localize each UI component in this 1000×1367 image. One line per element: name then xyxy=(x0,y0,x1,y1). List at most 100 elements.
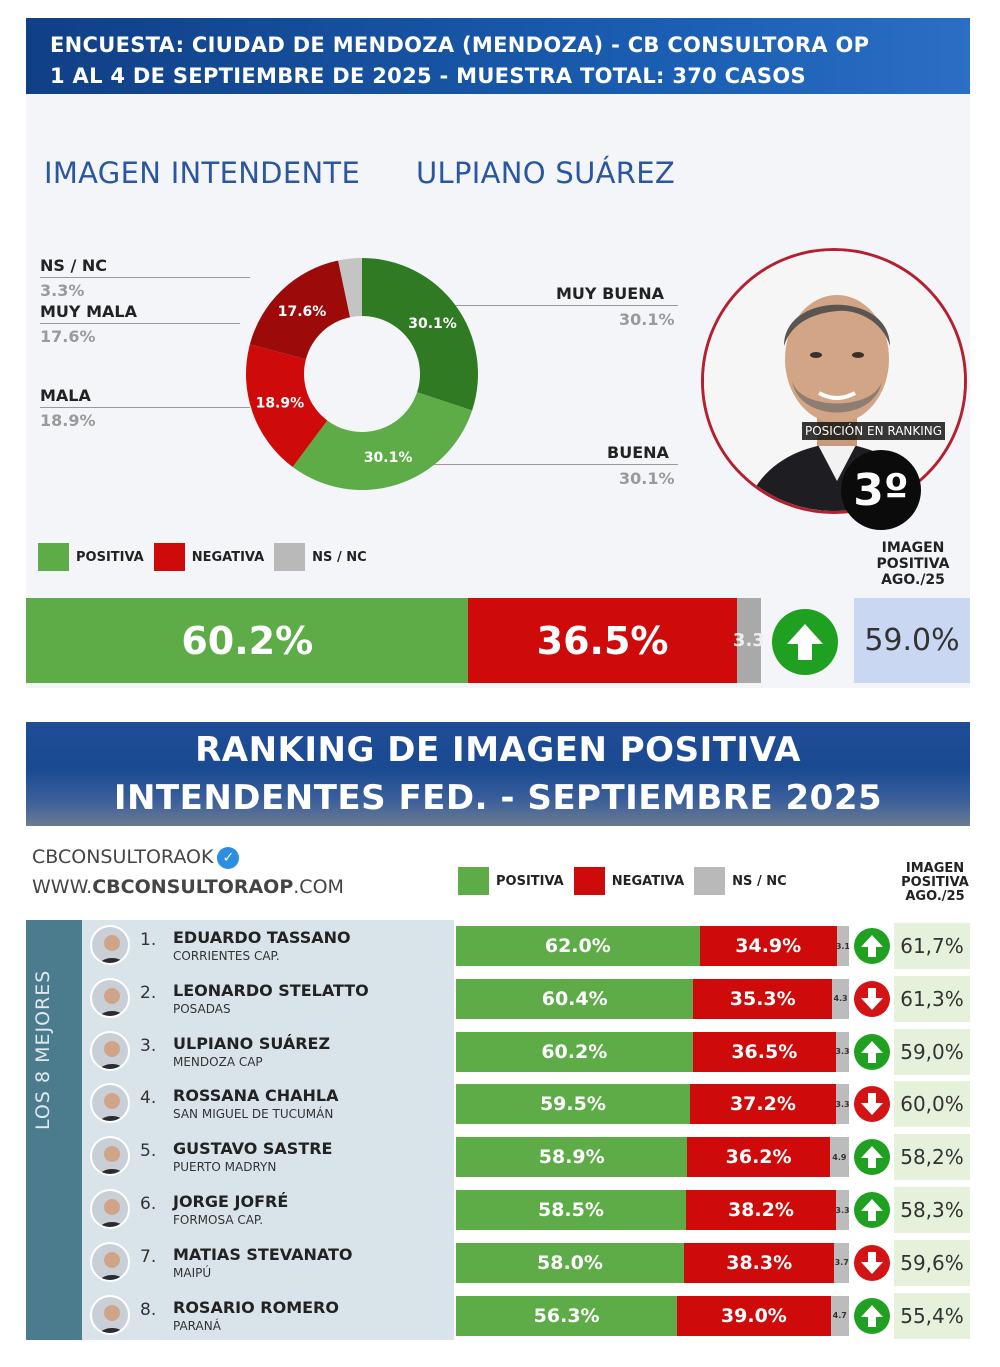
bar-nsnc: 3.7 xyxy=(834,1242,849,1283)
donut-label-mala: 18.9% xyxy=(256,396,305,412)
image-bar: 56.3% 39.0% 4.7 xyxy=(456,1295,849,1336)
donut-label-buena: 30.1% xyxy=(364,450,413,466)
previous-positive-value: 58,2% xyxy=(894,1134,970,1181)
overall-positive-segment: 60.2% xyxy=(26,598,469,683)
previous-header-line2: POSITIVA xyxy=(876,556,950,572)
ranking-title-line1: RANKING DE IMAGEN POSITIVA xyxy=(195,730,801,770)
legend-ranking-negative-swatch xyxy=(573,867,605,895)
overall-image-bar: 60.2% 36.5% 3.3 xyxy=(26,598,765,683)
previous-positive-value: 59,0% xyxy=(894,1028,970,1075)
mayor-name: LEONARDO STELATTO xyxy=(173,980,369,1000)
image-bar: 58.0% 38.3% 3.7 xyxy=(456,1242,849,1283)
legend-top: POSITIVA NEGATIVA NS / NC xyxy=(38,543,377,571)
image-bar: 59.5% 37.2% 3.3 xyxy=(456,1084,849,1125)
donut-slice-buena xyxy=(292,392,473,491)
brand-handle-text: CBCONSULTORAOK xyxy=(32,846,214,868)
bar-nsnc: 4.3 xyxy=(832,978,849,1019)
top8-side-label: LOS 8 MEJORES xyxy=(26,920,82,1340)
bar-nsnc: 3.3 xyxy=(836,1190,849,1230)
mayor-avatar xyxy=(90,1189,130,1229)
leader-buena xyxy=(396,464,678,465)
image-bar: 60.2% 36.5% 3.3 xyxy=(456,1031,849,1072)
ranking-number: 3. xyxy=(140,1035,157,1056)
mayor-city: PARANÁ xyxy=(173,1318,221,1333)
image-donut-chart: 30.1% 30.1% 18.9% 17.6% xyxy=(246,258,478,491)
bar-negative: 35.3% xyxy=(693,978,833,1019)
bar-positive: 58.0% xyxy=(456,1242,684,1283)
ranking-number: 6. xyxy=(140,1194,157,1214)
bar-negative: 39.0% xyxy=(677,1295,831,1336)
image-bar: 62.0% 34.9% 3.1 xyxy=(456,926,849,966)
mayor-name: MATIAS STEVANATO xyxy=(173,1244,353,1264)
label-nsnc: NS / NC xyxy=(40,256,108,275)
trend-down-icon xyxy=(854,1086,890,1123)
bar-negative: 37.2% xyxy=(689,1084,837,1125)
ranking-panel: RANKING DE IMAGEN POSITIVA INTENDENTES F… xyxy=(26,722,970,1342)
previous-positive-value: 59,6% xyxy=(894,1239,970,1286)
ranking-row: 8. ROSARIO ROMERO PARANÁ 56.3% 39.0% 4.7… xyxy=(82,1290,970,1342)
mayor-city: PUERTO MADRYN xyxy=(173,1160,277,1175)
mayor-avatar xyxy=(90,1083,130,1124)
ranking-title-line2: INTENDENTES FED. - SEPTIEMBRE 2025 xyxy=(113,778,883,818)
label-muy-buena: MUY BUENA xyxy=(556,284,664,303)
legend-negative: NEGATIVA xyxy=(153,543,265,571)
legend-ranking-nsnc-swatch xyxy=(694,867,726,895)
mayor-portrait-illustration xyxy=(704,251,964,511)
donut-slice-muy-mala xyxy=(249,260,351,360)
mayor-avatar xyxy=(90,925,130,965)
trend-up-icon xyxy=(772,609,838,675)
legend-nsnc-label: NS / NC xyxy=(312,549,367,565)
mayor-name: JORGE JOFRÉ xyxy=(173,1192,289,1211)
trend-down-icon xyxy=(854,1244,890,1281)
previous-header-line3: AGO./25 xyxy=(881,572,945,588)
legend-ranking-nsnc: NS / NC xyxy=(694,867,787,895)
overall-nsnc-segment: 3.3 xyxy=(733,598,765,683)
mayor-name: ROSARIO ROMERO xyxy=(173,1297,339,1317)
previous-positive-value: 61,3% xyxy=(894,975,970,1022)
mayor-name: ULPIANO SUÁREZ xyxy=(173,1033,331,1053)
survey-panel: ENCUESTA: CIUDAD DE MENDOZA (MENDOZA) - … xyxy=(26,18,970,688)
brand-website: WWW.CBCONSULTORAOP.COM xyxy=(32,876,344,898)
leader-nsnc xyxy=(40,277,250,278)
donut-label-muy-buena: 30.1% xyxy=(408,316,457,332)
mayor-name: GUSTAVO SASTRE xyxy=(173,1139,333,1159)
ranking-row: 1. EDUARDO TASSANO CORRIENTES CAP. 62.0%… xyxy=(82,920,970,972)
donut-slice-mala xyxy=(246,344,328,467)
bar-positive: 59.5% xyxy=(456,1084,690,1125)
bar-nsnc: 3.1 xyxy=(836,926,849,966)
leader-muy-mala xyxy=(40,323,240,324)
trend-up-icon xyxy=(854,1192,890,1228)
mayor-avatar xyxy=(90,1294,130,1335)
bar-positive: 60.4% xyxy=(456,978,694,1019)
bar-positive: 58.5% xyxy=(456,1190,686,1230)
mayor-avatar xyxy=(90,1136,130,1177)
mayor-avatar xyxy=(90,1241,130,1282)
bar-nsnc: 3.3 xyxy=(836,1084,849,1125)
ranking-number: 1. xyxy=(140,930,157,950)
donut-slice-muy-buena xyxy=(362,258,478,411)
mayor-city: POSADAS xyxy=(173,1001,231,1016)
legend-ranking-positive-swatch xyxy=(458,867,489,895)
section-title: IMAGEN INTENDENTE xyxy=(44,156,361,190)
trend-up-icon xyxy=(854,1297,890,1334)
value-muy-mala: 17.6% xyxy=(40,327,96,346)
mayor-name: EDUARDO TASSANO xyxy=(173,928,351,947)
donut-slice-nsnc xyxy=(338,258,362,318)
image-bar: 60.4% 35.3% 4.3 xyxy=(456,978,849,1019)
survey-header-line2: 1 AL 4 DE SEPTIEMBRE DE 2025 - MUESTRA T… xyxy=(50,64,806,88)
ranking-position-label: POSICIÓN EN RANKING xyxy=(802,422,946,440)
ranking-row: 6. JORGE JOFRÉ FORMOSA CAP. 58.5% 38.2% … xyxy=(82,1184,970,1236)
previous-positive-value: 58,3% xyxy=(894,1187,970,1233)
legend-ranking-positive-label: POSITIVA xyxy=(496,873,564,889)
legend-negative-label: NEGATIVA xyxy=(191,549,265,565)
label-mala: MALA xyxy=(40,386,91,405)
ranking-number: 2. xyxy=(140,982,157,1003)
mayor-city: SAN MIGUEL DE TUCUMÁN xyxy=(173,1107,334,1122)
bar-positive: 60.2% xyxy=(456,1031,693,1072)
mayor-city: CORRIENTES CAP. xyxy=(173,949,280,963)
mayor-city: MAIPÚ xyxy=(173,1265,212,1280)
mayor-avatar xyxy=(90,977,130,1018)
brand-handle: CBCONSULTORAOK ✓ xyxy=(32,846,240,869)
bar-positive: 56.3% xyxy=(456,1295,678,1336)
label-muy-mala: MUY MALA xyxy=(40,302,137,321)
